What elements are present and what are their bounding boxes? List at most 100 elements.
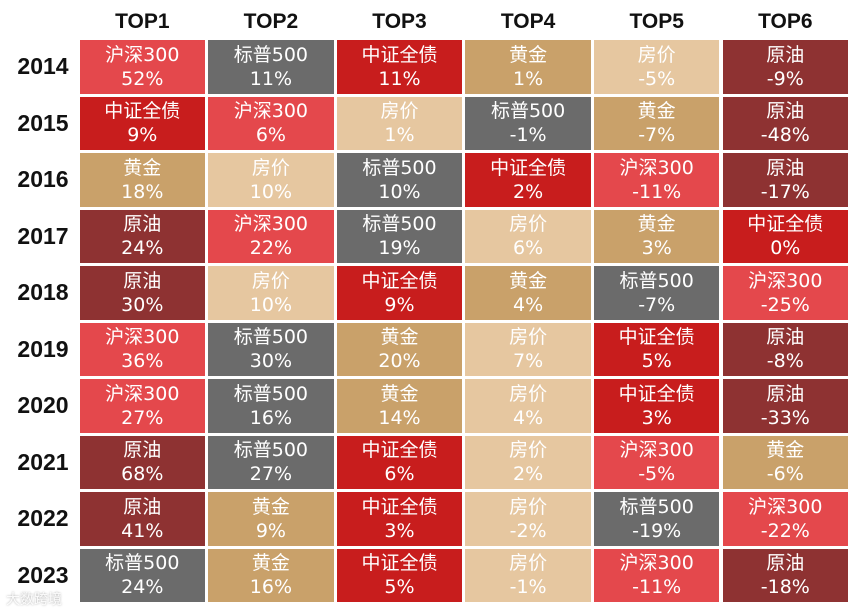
row-label-2015: 2015 [17,109,69,136]
cell-return-value: -48% [760,124,810,147]
cell-return-value: -1% [509,124,547,147]
cell-asset-label: 中证全债 [618,382,695,405]
cell-return-value: -5% [638,463,676,486]
cell-asset-label: 标普500 [233,382,309,405]
column-header-top5: TOP5 [629,10,684,33]
cell-asset-label: 房价 [509,552,548,575]
cell-2022-top6: 沪深300 -22% [722,492,849,546]
cell-return-value: -22% [760,519,810,542]
cell-asset-label: 沪深300 [619,552,694,575]
cell-return-value: 1% [384,124,415,147]
cell-2015-top5: 黄金 -7% [593,96,720,150]
cell-asset-label: 标普500 [233,439,309,462]
cell-2020-top2: 标普500 16% [208,379,334,433]
cell-asset-label: 标普500 [362,156,437,179]
cell-asset-label: 房价 [509,495,548,518]
row-label-2014: 2014 [17,53,69,79]
cell-return-value: 27% [121,406,164,429]
row-label-2016: 2016 [17,166,69,192]
cell-2022-top3: 中证全债 3% [336,492,463,546]
row-label-2023: 2023 [17,561,69,588]
cell-2020-top3: 黄金 14% [336,379,463,433]
cell-asset-label: 标普500 [362,213,437,236]
cell-2016-top2: 房价 10% [208,153,334,207]
cell-2023-top1: 标普500 24% [79,548,206,602]
cell-return-value: -19% [632,519,682,542]
cell-2019-top3: 黄金 20% [336,322,463,376]
cell-return-value: 6% [513,237,544,260]
cell-2016-top1: 黄金 18% [79,153,206,207]
cell-asset-label: 黄金 [123,156,162,179]
cell-asset-label: 原油 [123,213,162,236]
cell-return-value: 16% [249,576,292,599]
cell-return-value: 2% [513,180,544,203]
cell-return-value: 3% [384,519,415,542]
row-label-2020: 2020 [17,392,69,418]
cell-2016-top6: 原油 -17% [722,153,849,207]
cell-2023-top2: 黄金 16% [208,548,334,602]
cell-asset-label: 沪深300 [619,439,694,462]
column-header-top4: TOP4 [500,10,556,33]
cell-2021-top1: 原油 68% [79,435,206,489]
cell-2014-top4: 黄金 1% [465,40,591,94]
cell-return-value: 1% [513,67,544,90]
cell-2019-top6: 原油 -8% [722,322,849,376]
cell-2023-top5: 沪深300 -11% [593,548,720,602]
cell-return-value: 9% [384,293,415,316]
cell-2020-top4: 房价 4% [465,379,591,433]
cell-asset-label: 标普500 [105,552,180,575]
cell-return-value: -6% [766,463,804,486]
cell-2017-top1: 原油 24% [79,209,206,263]
watermark-text: 大数跨境 [6,592,62,608]
row-label-2021: 2021 [17,448,69,475]
cell-2021-top3: 中证全债 6% [336,435,463,489]
cell-return-value: 6% [255,124,286,147]
cell-return-value: 19% [378,237,421,260]
cell-return-value: 30% [121,293,164,316]
cell-2015-top2: 沪深300 6% [208,96,334,150]
cell-asset-label: 黄金 [251,552,290,575]
cell-return-value: 11% [378,67,421,90]
cell-2023-top6: 原油 -18% [722,548,849,602]
cell-2018-top6: 沪深300 -25% [722,266,849,320]
cell-return-value: -25% [760,293,810,316]
cell-return-value: 5% [641,350,672,373]
cell-asset-label: 中证全债 [490,156,567,179]
cell-return-value: 14% [378,406,421,429]
cell-2019-top5: 中证全债 5% [593,322,720,376]
cell-asset-label: 黄金 [509,269,548,292]
cell-asset-label: 房价 [380,100,419,123]
cell-2017-top3: 标普500 19% [336,209,463,263]
cell-return-value: -7% [638,124,676,147]
cell-asset-label: 黄金 [637,100,676,123]
cell-asset-label: 中证全债 [361,495,438,518]
cell-return-value: 3% [641,406,672,429]
cell-2019-top2: 标普500 30% [208,322,334,376]
cell-2022-top5: 标普500 -19% [593,492,720,546]
cell-asset-label: 房价 [509,382,548,405]
cell-return-value: 20% [378,350,421,373]
cell-return-value: 52% [121,67,164,90]
column-header-top2: TOP2 [243,10,299,33]
cell-return-value: 3% [641,237,672,260]
cell-2022-top1: 原油 41% [79,492,206,546]
cell-return-value: 24% [121,237,164,260]
column-header-top3: TOP3 [372,10,427,33]
cell-asset-label: 房价 [251,156,290,179]
row-label-2017: 2017 [17,222,69,249]
cell-asset-label: 中证全债 [361,269,438,292]
cell-2017-top5: 黄金 3% [593,209,720,263]
cell-asset-label: 原油 [766,552,805,575]
cell-asset-label: 黄金 [251,495,290,518]
cell-asset-label: 标普500 [490,100,566,123]
cell-return-value: 9% [255,519,286,542]
cell-2018-top4: 黄金 4% [465,266,591,320]
cell-2016-top4: 中证全债 2% [465,153,591,207]
cell-2016-top5: 沪深300 -11% [593,153,720,207]
cell-2019-top4: 房价 7% [465,322,591,376]
cell-asset-label: 黄金 [380,326,419,349]
cell-asset-label: 中证全债 [361,552,438,575]
cell-2021-top6: 黄金 -6% [722,435,849,489]
cell-2015-top1: 中证全债 9% [79,96,206,150]
